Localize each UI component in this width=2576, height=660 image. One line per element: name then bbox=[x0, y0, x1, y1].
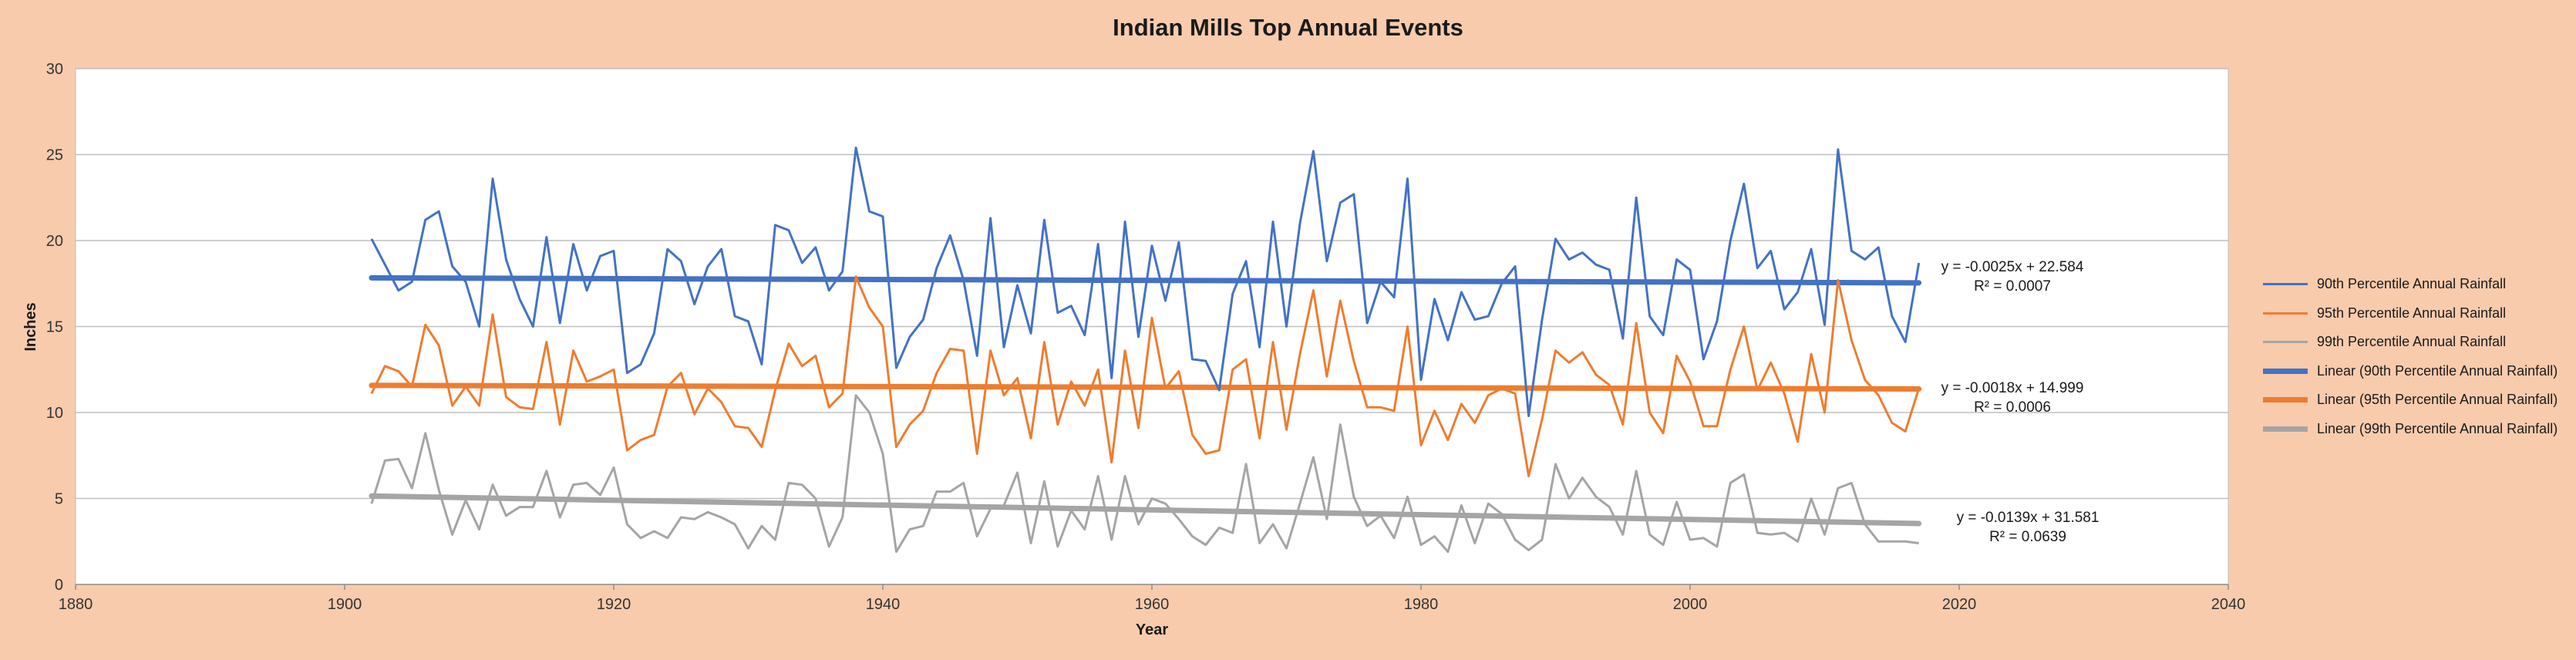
trendline-equation: y = -0.0139x + 31.581 bbox=[1957, 510, 2100, 526]
y-tick-label: 10 bbox=[46, 405, 63, 422]
y-tick-label: 20 bbox=[46, 233, 63, 250]
series-line-3 bbox=[370, 394, 1919, 554]
series-line-2 bbox=[370, 275, 1921, 477]
chart-title: Indian Mills Top Annual Events bbox=[1113, 14, 1463, 41]
y-tick-label: 15 bbox=[46, 319, 63, 336]
series-line-1 bbox=[370, 146, 1921, 417]
trendline-labels: y = -0.0025x + 22.584 R² = 0.0007 y = -0.0… bbox=[1941, 259, 2100, 545]
x-axis-title: Year bbox=[1136, 621, 1168, 638]
x-tick-label: 1960 bbox=[1135, 596, 1170, 613]
x-tick-label: 2000 bbox=[1673, 596, 1708, 613]
legend-label: 99th Percentile Annual Rainfall bbox=[2317, 334, 2507, 350]
legend-item: Linear (90th Percentile Annual Rainfall) bbox=[2263, 357, 2571, 386]
legend-item: 95th Percentile Annual Rainfall bbox=[2263, 299, 2571, 328]
trendline-1 bbox=[369, 274, 1922, 286]
y-tick-label: 0 bbox=[55, 577, 63, 594]
legend: 90th Percentile Annual Rainfall 95th Perc… bbox=[2263, 270, 2571, 443]
x-tick-label: 1920 bbox=[597, 596, 631, 613]
trendline-r2: R² = 0.0006 bbox=[1974, 399, 2051, 416]
y-tick-label: 25 bbox=[46, 147, 63, 164]
axes: 0 5 10 15 20 25 30 1880 1900 1920 1940 1960 1980 2000… bbox=[46, 61, 2246, 613]
legend-label: Linear (99th Percentile Annual Rainfall) bbox=[2317, 420, 2558, 436]
x-tick-label: 2020 bbox=[1942, 596, 1977, 613]
legend-item: Linear (99th Percentile Annual Rainfall) bbox=[2263, 415, 2571, 444]
y-tick-label: 5 bbox=[55, 491, 63, 508]
legend-swatch bbox=[2263, 283, 2308, 286]
x-tick-label: 1900 bbox=[328, 596, 362, 613]
legend-swatch bbox=[2263, 426, 2308, 432]
trendline-r2: R² = 0.0007 bbox=[1974, 278, 2051, 295]
trendline-r2: R² = 0.0639 bbox=[1989, 529, 2066, 545]
series-lines bbox=[370, 146, 1921, 554]
x-tick-label: 1980 bbox=[1404, 596, 1439, 613]
y-tick-label: 30 bbox=[46, 61, 63, 78]
legend-item: 99th Percentile Annual Rainfall bbox=[2263, 328, 2571, 357]
trendline-2 bbox=[369, 382, 1922, 392]
legend-item: 90th Percentile Annual Rainfall bbox=[2263, 270, 2571, 299]
legend-swatch bbox=[2263, 341, 2308, 344]
legend-label: 95th Percentile Annual Rainfall bbox=[2317, 305, 2507, 321]
trendline-equation: y = -0.0025x + 22.584 bbox=[1941, 259, 2084, 275]
x-tick-label: 1940 bbox=[866, 596, 901, 613]
legend-label: Linear (95th Percentile Annual Rainfall) bbox=[2317, 392, 2558, 408]
y-axis-title: Inches bbox=[22, 302, 39, 351]
legend-swatch bbox=[2263, 368, 2308, 374]
legend-item: Linear (95th Percentile Annual Rainfall) bbox=[2263, 386, 2571, 415]
legend-swatch bbox=[2263, 397, 2308, 403]
trendline-equation: y = -0.0018x + 14.999 bbox=[1941, 380, 2084, 396]
legend-swatch bbox=[2263, 311, 2308, 315]
x-tick-label: 1880 bbox=[59, 596, 93, 613]
x-tick-label: 2040 bbox=[2211, 596, 2246, 613]
legend-label: Linear (90th Percentile Annual Rainfall) bbox=[2317, 362, 2558, 379]
legend-label: 90th Percentile Annual Rainfall bbox=[2317, 276, 2507, 292]
